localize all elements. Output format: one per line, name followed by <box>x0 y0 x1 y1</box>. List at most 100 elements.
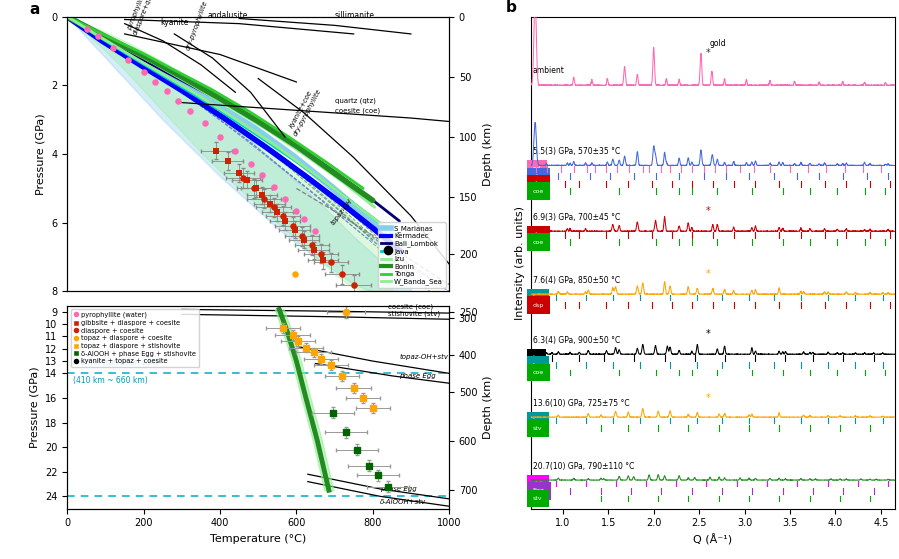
Point <box>121 55 136 64</box>
Point <box>240 176 254 184</box>
Point <box>346 280 360 289</box>
Text: dsp: dsp <box>533 302 544 307</box>
Point <box>232 168 246 177</box>
Point <box>270 208 284 217</box>
Point <box>295 232 309 241</box>
Text: ky: ky <box>533 355 540 360</box>
Point <box>148 78 163 87</box>
Point <box>288 225 302 234</box>
Text: gbs: gbs <box>533 174 544 179</box>
Point <box>263 200 277 209</box>
Text: coe: coe <box>533 189 544 194</box>
Point <box>278 216 292 225</box>
Legend: pyrophyllite (water), gibbsite + diaspore + coesite, diaspore + coesite, topaz +: pyrophyllite (water), gibbsite + diaspor… <box>71 309 199 367</box>
Point <box>381 246 396 255</box>
Text: *: * <box>706 392 710 402</box>
X-axis label: Temperature (°C): Temperature (°C) <box>210 534 307 544</box>
Text: dry-pyrophyllite: dry-pyrophyllite <box>185 0 209 51</box>
Point <box>297 235 311 244</box>
Y-axis label: Depth (km): Depth (km) <box>483 376 493 439</box>
Text: 6.3(4) GPa, 900±50 °C: 6.3(4) GPa, 900±50 °C <box>533 337 620 345</box>
Text: pyrophyllite
diaspore+qtz: pyrophyllite diaspore+qtz <box>126 0 155 36</box>
Point <box>305 240 319 249</box>
Y-axis label: Pressure (GPa): Pressure (GPa) <box>36 113 46 195</box>
Point <box>266 182 280 191</box>
Text: stv: stv <box>533 496 542 501</box>
Point <box>236 174 250 183</box>
Point <box>308 227 323 236</box>
Point <box>247 184 262 193</box>
Legend: S_Marianas, Kermadec, Bali_Lombok, Java, Izu, Bonin, Tonga, W_Banda_Sea: S_Marianas, Kermadec, Bali_Lombok, Java,… <box>378 222 446 288</box>
Text: phase Egg: phase Egg <box>399 373 436 378</box>
Text: *: * <box>706 48 710 58</box>
Point <box>228 146 243 155</box>
Text: ambient: ambient <box>533 66 565 75</box>
Point <box>182 107 197 116</box>
Point <box>106 43 120 52</box>
Point <box>91 31 105 40</box>
Point <box>288 270 302 279</box>
Point <box>249 184 263 193</box>
Text: andalusite: andalusite <box>208 11 248 20</box>
Point <box>137 67 151 76</box>
Text: *: * <box>706 269 710 279</box>
Text: 7.6(4) GPa, 850±50 °C: 7.6(4) GPa, 850±50 °C <box>533 276 620 285</box>
Text: 13.6(10) GPa, 725±75 °C: 13.6(10) GPa, 725±75 °C <box>533 399 629 409</box>
Text: dsp: dsp <box>533 181 544 186</box>
Point <box>244 160 258 169</box>
Point <box>316 256 330 265</box>
Point <box>266 203 280 212</box>
Point <box>213 132 227 141</box>
Text: sillimanite: sillimanite <box>334 11 375 20</box>
X-axis label: Q (Å⁻¹): Q (Å⁻¹) <box>693 534 733 546</box>
Point <box>257 194 271 203</box>
Point <box>209 146 224 155</box>
Text: stishovite (stv): stishovite (stv) <box>388 310 441 317</box>
Point <box>171 96 185 105</box>
Text: a: a <box>30 2 40 17</box>
Point <box>297 215 311 224</box>
Point <box>255 191 270 200</box>
Point <box>276 211 290 220</box>
Text: 6.9(3) GPa, 700±45 °C: 6.9(3) GPa, 700±45 °C <box>533 213 620 222</box>
Point <box>79 24 93 33</box>
Text: prl: prl <box>533 167 541 172</box>
Text: topaz-OH+stv: topaz-OH+stv <box>399 353 449 359</box>
Point <box>198 119 212 127</box>
Text: toz: toz <box>533 418 542 423</box>
Y-axis label: Depth (km): Depth (km) <box>483 122 493 186</box>
Text: kyanite+coe
dry-pyrophyllite: kyanite+coe dry-pyrophyllite <box>286 84 322 137</box>
Text: 5.5(3) GPa, 570±35 °C: 5.5(3) GPa, 570±35 °C <box>533 147 620 156</box>
Point <box>278 194 292 203</box>
Text: Egg: Egg <box>533 489 545 494</box>
Y-axis label: Pressure (GPa): Pressure (GPa) <box>30 366 40 448</box>
Point <box>307 246 321 255</box>
Text: kyanite: kyanite <box>160 18 189 27</box>
Y-axis label: Intensity (arb. units): Intensity (arb. units) <box>515 206 526 320</box>
Text: stv: stv <box>533 425 542 430</box>
Point <box>289 206 304 215</box>
Point <box>285 222 299 231</box>
Text: phase Egg: phase Egg <box>380 486 417 492</box>
Point <box>159 86 174 95</box>
Text: coe: coe <box>533 240 544 245</box>
Point <box>335 270 350 279</box>
Text: gold: gold <box>710 39 726 48</box>
Text: topaz-OH: topaz-OH <box>330 198 354 226</box>
Text: (410 km ~ 660 km): (410 km ~ 660 km) <box>73 376 148 385</box>
Text: quartz (qtz): quartz (qtz) <box>334 98 376 105</box>
Text: *: * <box>706 206 710 216</box>
Text: coesite (coe): coesite (coe) <box>334 107 379 113</box>
Text: coe: coe <box>533 370 544 375</box>
Text: b: b <box>505 0 516 15</box>
Point <box>220 157 235 165</box>
Point <box>314 249 328 258</box>
Text: toz: toz <box>533 295 542 300</box>
Text: 20.7(10) GPa, 790±110 °C: 20.7(10) GPa, 790±110 °C <box>533 462 634 471</box>
Text: toz: toz <box>533 363 542 368</box>
Text: coesite (coe): coesite (coe) <box>388 304 433 310</box>
Text: δ-AlOOH+stv: δ-AlOOH+stv <box>380 499 426 505</box>
Text: *: * <box>706 329 710 339</box>
Point <box>255 170 270 179</box>
Text: dsp: dsp <box>533 232 544 237</box>
